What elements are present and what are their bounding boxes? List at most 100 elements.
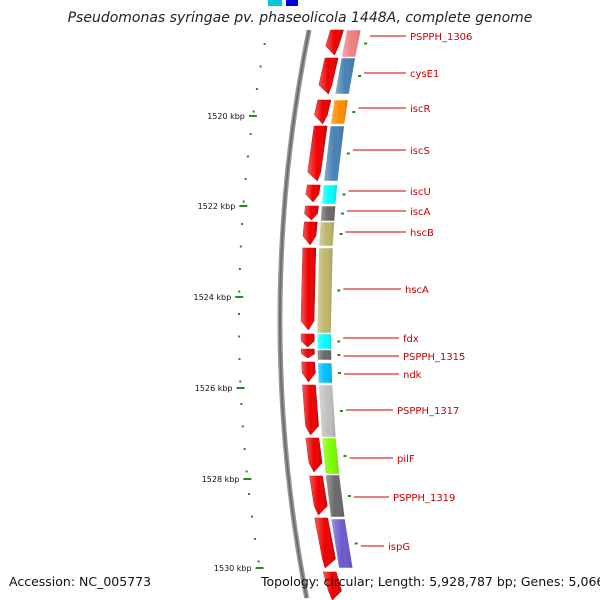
- scale-tick: [250, 515, 253, 518]
- gene-marker: [342, 193, 346, 196]
- gene-block-shade: [325, 475, 345, 517]
- scale-tick: [243, 448, 246, 450]
- gene-label-pspph-1306: PSPPH_1306: [410, 32, 472, 43]
- scale-major-tick: [248, 115, 257, 117]
- scale-tick: [246, 155, 249, 158]
- gene-label-pspph-1315: PSPPH_1315: [403, 352, 465, 363]
- partial-feature: [286, 0, 298, 6]
- scale-major-tick: [236, 387, 245, 389]
- gene-block-shade: [317, 334, 332, 349]
- gene-marker: [343, 455, 347, 457]
- scale-major-tick: [239, 205, 248, 207]
- gene-block-shade: [323, 126, 345, 181]
- gene-label-fdx: fdx: [403, 334, 419, 345]
- gene-marker: [339, 233, 343, 235]
- gene-label-iscr: iscR: [410, 104, 430, 115]
- cds-arrow-shade: [302, 222, 318, 245]
- gene-marker: [358, 75, 362, 77]
- cds-arrow-shade: [302, 385, 319, 435]
- gene-block-shade: [341, 30, 361, 57]
- scale-tick: [248, 493, 251, 495]
- cds-arrow-shade: [314, 100, 331, 124]
- scale-labels: 1520 kbp 1522 kbp 1524 kbp 1526 kbp 1528 kbp…: [193, 112, 264, 573]
- gene-label-hscb: hscB: [410, 228, 434, 239]
- cds-arrow-shade: [301, 349, 315, 358]
- scale-label: 1520 kbp: [207, 112, 245, 121]
- gene-marker: [337, 354, 341, 356]
- scale-tick: [249, 133, 252, 135]
- scale-major-tick: [255, 567, 264, 569]
- gene-label-pilf: pilF: [397, 454, 415, 465]
- scale-tick: [241, 223, 244, 225]
- partial-feature: [268, 0, 282, 6]
- cds-arrow-shade: [301, 334, 315, 347]
- scale-label: 1524 kbp: [193, 293, 231, 302]
- cds-arrow-shade: [318, 58, 339, 94]
- topology-text: Topology: circular; Length: 5,928,787 bp…: [261, 574, 600, 589]
- scale-tick: [238, 358, 241, 360]
- cds-arrow-shade: [301, 362, 316, 382]
- scale-tick: [240, 403, 243, 405]
- scale-tick: [245, 470, 248, 473]
- scale-label: 1522 kbp: [198, 202, 236, 211]
- scale-tick: [255, 88, 258, 90]
- scale-tick: [257, 560, 260, 563]
- scale-ticks: [238, 43, 266, 563]
- gene-marker: [352, 111, 356, 113]
- map-title: Pseudomonas syringae pv. phaseolicola 14…: [67, 10, 533, 26]
- accession-text: Accession: NC_005773: [9, 574, 152, 589]
- scale-label: 1530 kbp: [214, 564, 252, 573]
- gene-label-ispg: ispG: [388, 542, 410, 553]
- gene-marker: [337, 289, 341, 292]
- backbone-inner: [279, 29, 311, 599]
- cds-arrow-shade: [307, 126, 328, 181]
- gene-label-iscu: iscU: [410, 187, 431, 198]
- gene-marker: [337, 340, 341, 343]
- scale-tick: [263, 43, 266, 45]
- scale-tick: [242, 200, 245, 203]
- gene-label-cyse1: cysE1: [410, 69, 439, 80]
- gene-marker: [339, 410, 343, 412]
- scale-tick: [259, 65, 262, 68]
- scale-tick: [244, 178, 247, 180]
- gene-block-shade: [318, 222, 335, 246]
- gene-block-shade: [318, 385, 336, 437]
- gene-block-shade: [317, 248, 333, 333]
- scale-tick: [252, 110, 255, 113]
- scale-label: 1528 kbp: [202, 475, 240, 484]
- genome-backbone: [277, 29, 312, 599]
- scale-tick: [238, 313, 240, 315]
- gene-block-shade: [317, 363, 333, 383]
- gene-block-shade: [320, 206, 336, 221]
- cds-arrow-shade: [323, 572, 342, 600]
- gene-block-shade: [321, 185, 338, 204]
- cds-arrow-shade: [305, 185, 321, 202]
- scale-tick: [241, 425, 244, 428]
- scale-tick: [238, 290, 241, 293]
- gene-block-shade: [330, 100, 349, 124]
- cds-arrow-shade: [314, 518, 336, 568]
- gene-marker: [341, 212, 344, 215]
- gene-track: [316, 29, 362, 569]
- scale-tick: [254, 538, 257, 540]
- gene-block-shade: [321, 438, 340, 474]
- gene-block-shade: [330, 519, 353, 568]
- scale-tick: [239, 245, 242, 248]
- gene-label-hsca: hscA: [405, 285, 429, 296]
- gene-block-shade: [317, 350, 332, 360]
- scale-tick: [238, 335, 241, 338]
- gene-marker: [346, 152, 350, 155]
- gene-label-isca: iscA: [410, 207, 430, 218]
- gene-marker: [338, 372, 341, 374]
- cds-arrow-shade: [301, 248, 316, 330]
- gene-label-iscs: iscS: [410, 146, 430, 157]
- gene-marker: [347, 495, 351, 497]
- gene-block-shade: [335, 58, 356, 94]
- gene-label-ndk: ndk: [403, 370, 422, 381]
- scale-major-tick: [243, 478, 252, 480]
- cds-arrow-shade: [304, 206, 319, 220]
- scale-major-tick: [235, 296, 244, 298]
- gene-label-pspph-1319: PSPPH_1319: [393, 493, 455, 504]
- gene-marker: [354, 542, 358, 545]
